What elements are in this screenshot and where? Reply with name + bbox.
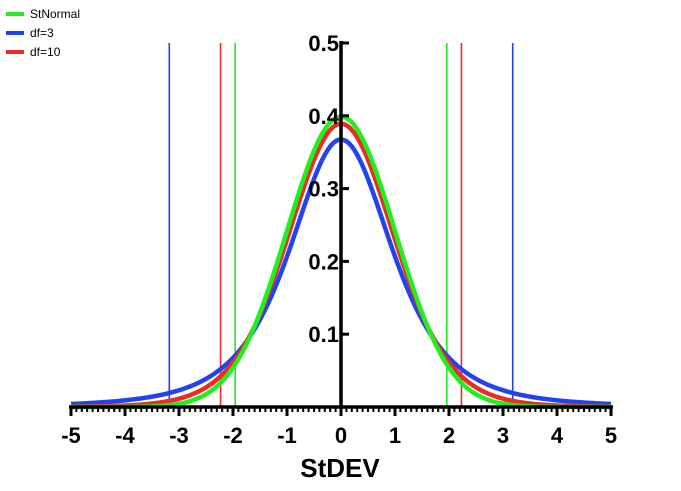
x-tick-label: -4 — [115, 423, 135, 448]
legend-label-stnormal: StNormal — [30, 6, 81, 21]
legend-label-df10: df=10 — [30, 44, 61, 59]
y-tick-label: 0.5 — [308, 31, 339, 56]
critical-value-lines — [168, 43, 514, 407]
y-tick-label: 0.2 — [308, 249, 339, 274]
y-tick-label: 0.3 — [308, 177, 339, 202]
x-tick-label: -5 — [61, 423, 81, 448]
x-tick-label: 3 — [497, 423, 509, 448]
legend-swatch-df10 — [6, 49, 24, 54]
axes — [69, 41, 613, 416]
x-tick-label: -2 — [223, 423, 243, 448]
x-tick-label: 4 — [551, 423, 564, 448]
legend-item-stnormal: StNormal — [6, 4, 80, 23]
legend-item-df3: df=3 — [6, 23, 80, 42]
x-tick-label: 5 — [605, 423, 617, 448]
x-axis-title: StDEV — [300, 453, 380, 483]
tick-labels: -5 -4 -3 -2 -1 0 1 2 3 4 5 0.1 0.2 0.3 0.4 0.5 — [61, 31, 617, 448]
legend-label-df3: df=3 — [30, 25, 54, 40]
x-tick-label: -3 — [169, 423, 189, 448]
y-tick-label: 0.1 — [308, 322, 339, 347]
x-tick-label: 1 — [389, 423, 401, 448]
legend-swatch-stnormal — [6, 11, 24, 16]
y-tick-label: 0.4 — [308, 104, 339, 129]
x-tick-label: -1 — [277, 423, 297, 448]
x-tick-label: 0 — [335, 423, 347, 448]
legend-item-df10: df=10 — [6, 42, 80, 61]
legend: StNormal df=3 df=10 — [6, 4, 80, 61]
x-tick-label: 2 — [443, 423, 455, 448]
legend-swatch-df3 — [6, 30, 24, 35]
